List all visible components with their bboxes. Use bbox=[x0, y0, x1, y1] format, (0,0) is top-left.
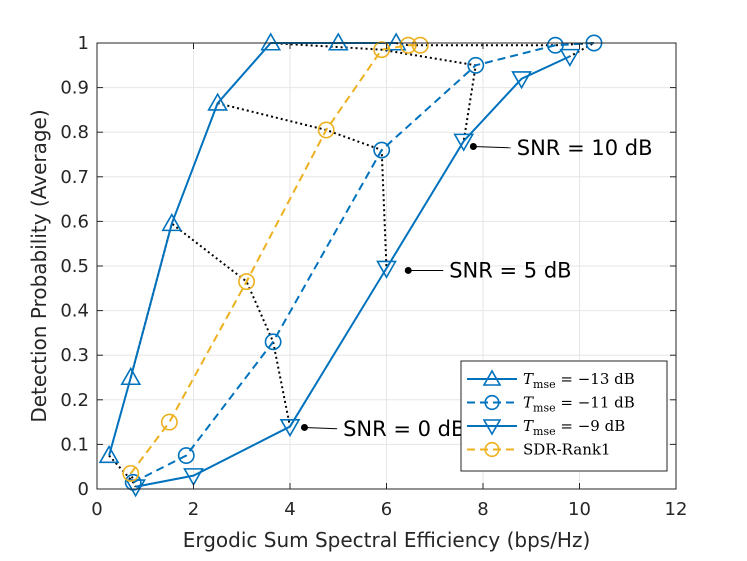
x-tick-label: 4 bbox=[284, 499, 295, 520]
data-point bbox=[161, 213, 183, 232]
y-tick-label: 0.9 bbox=[60, 78, 89, 99]
annotation-leader bbox=[304, 426, 338, 430]
legend-marker bbox=[482, 419, 502, 436]
x-axis-label: Ergodic Sum Spectral Efficiency (bps/Hz) bbox=[183, 528, 591, 552]
annotation-dot bbox=[404, 266, 412, 274]
data-point bbox=[373, 141, 391, 159]
data-point bbox=[453, 133, 475, 152]
legend-entry: Tmse = −13 dB bbox=[467, 369, 635, 391]
data-point bbox=[122, 464, 140, 482]
data-point bbox=[373, 41, 391, 59]
snr-annotation: SNR = 0 dB bbox=[300, 417, 465, 441]
snr-connector-line bbox=[217, 102, 388, 269]
series-line bbox=[129, 44, 421, 474]
snr-connector-line bbox=[270, 42, 477, 142]
axis-ticks: 0 2 4 6 8 10 12 0 0.1 0.2 0.3 0.4 0.5 0.6 0.7 0.8 0.9 1 bbox=[60, 33, 687, 520]
data-point bbox=[160, 413, 178, 431]
data-point bbox=[183, 468, 204, 487]
y-tick-label: 0.1 bbox=[60, 434, 89, 455]
data-point bbox=[260, 32, 282, 51]
legend-label: SDR-Rank1 bbox=[523, 441, 611, 459]
data-point bbox=[327, 32, 349, 51]
x-tick-label: 0 bbox=[91, 499, 102, 520]
annotation-label: SNR = 5 dB bbox=[449, 258, 571, 282]
y-tick-label: 0.5 bbox=[60, 256, 89, 277]
series-1 bbox=[98, 32, 407, 464]
x-tick-label: 8 bbox=[477, 499, 488, 520]
y-tick-label: 0.3 bbox=[60, 345, 89, 366]
data-point bbox=[279, 419, 301, 438]
y-tick-label: 0 bbox=[78, 479, 89, 500]
y-tick-label: 0.7 bbox=[60, 167, 89, 188]
legend-label: Tmse = −9 dB bbox=[523, 417, 625, 438]
legend-marker bbox=[482, 369, 502, 386]
data-point bbox=[207, 92, 229, 111]
snr-connector-line bbox=[129, 221, 291, 427]
y-tick-label: 0.2 bbox=[60, 390, 89, 411]
data-point bbox=[399, 36, 417, 54]
y-tick-label: 0.6 bbox=[60, 211, 89, 232]
y-tick-label: 1 bbox=[78, 33, 89, 54]
data-point bbox=[317, 121, 335, 139]
data-point bbox=[411, 36, 429, 54]
series-line bbox=[108, 42, 397, 456]
annotation-dot bbox=[300, 423, 308, 431]
data-point bbox=[238, 273, 256, 291]
legend-label: Tmse = −11 dB bbox=[523, 394, 635, 415]
data-point bbox=[546, 36, 564, 54]
legend-entry: SDR-Rank1 bbox=[467, 441, 611, 459]
data-point bbox=[467, 56, 485, 74]
snr-annotation: SNR = 10 dB bbox=[469, 136, 653, 160]
y-tick-label: 0.4 bbox=[60, 301, 89, 322]
legend-entry: Tmse = −9 dB bbox=[467, 417, 625, 438]
legend-entry: Tmse = −11 dB bbox=[467, 394, 635, 415]
x-tick-label: 10 bbox=[568, 499, 591, 520]
legend-label: Tmse = −13 dB bbox=[523, 370, 635, 391]
data-point bbox=[125, 479, 146, 498]
y-tick-label: 0.8 bbox=[60, 122, 89, 143]
annotations: SNR = 0 dB SNR = 5 dB SNR = 10 dB bbox=[300, 136, 653, 441]
series-line bbox=[135, 55, 571, 488]
legend-marker bbox=[484, 441, 500, 458]
data-point bbox=[120, 366, 142, 386]
snr-annotation: SNR = 5 dB bbox=[404, 258, 572, 282]
data-point bbox=[98, 444, 120, 464]
annotation-leader bbox=[473, 145, 511, 149]
data-point bbox=[559, 48, 581, 67]
series-4 bbox=[122, 36, 429, 482]
x-tick-label: 6 bbox=[381, 499, 392, 520]
data-point bbox=[264, 333, 282, 351]
annotation-label: SNR = 0 dB bbox=[343, 417, 465, 441]
data-point bbox=[376, 260, 397, 279]
x-tick-label: 2 bbox=[188, 499, 199, 520]
data-point bbox=[177, 447, 195, 464]
series-line bbox=[132, 42, 595, 484]
annotation-dot bbox=[469, 142, 477, 150]
data-point bbox=[511, 71, 532, 90]
annotation-label: SNR = 10 dB bbox=[517, 136, 653, 160]
x-tick-label: 12 bbox=[665, 499, 688, 520]
y-axis-label: Detection Probability (Average) bbox=[27, 109, 51, 422]
legend-marker bbox=[484, 394, 500, 411]
